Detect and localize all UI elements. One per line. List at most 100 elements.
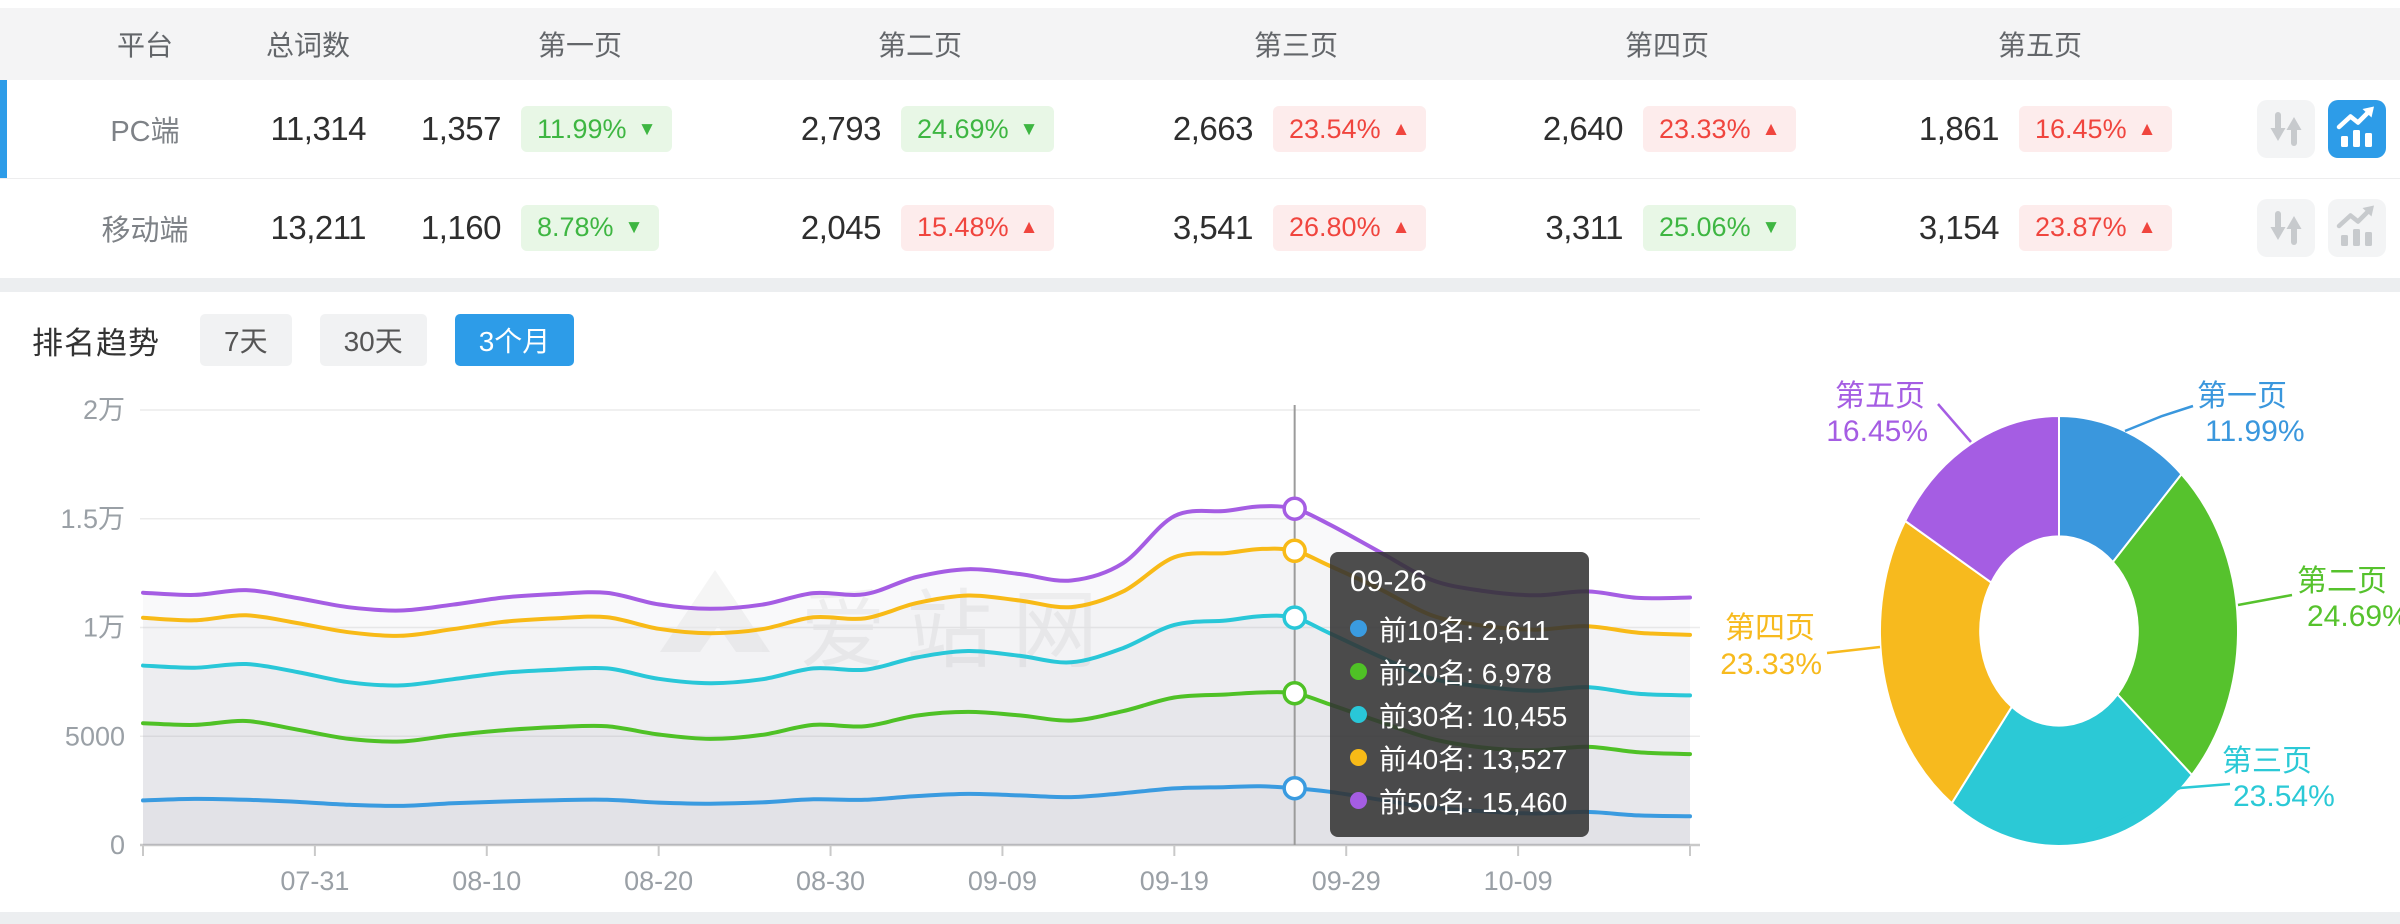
- table-body: PC端 11,314 1,357 11.99% ▼ 2,793 24.69% ▼ 2,663 23…: [0, 80, 2400, 276]
- total-words-value: 13,211: [270, 208, 367, 246]
- y-axis-label: 1.5万: [60, 504, 125, 534]
- page-count-value: 1,160: [420, 208, 502, 246]
- sort-button[interactable]: [2257, 100, 2315, 158]
- arrow-up-icon: ▲: [1391, 118, 1411, 140]
- x-axis-label: 08-10: [452, 866, 521, 896]
- section-title: 排名趋势: [32, 325, 160, 361]
- change-percent: 16.45%: [2035, 113, 2127, 144]
- donut-leader-line: [1937, 403, 1972, 443]
- trend-chart-icon: [2336, 205, 2374, 246]
- change-badge: 23.33% ▲: [1643, 106, 1797, 152]
- platform-label: PC端: [110, 116, 180, 148]
- table-header-row: 平台 总词数 第一页 第二页 第三页 第四页 第五页: [0, 8, 2400, 80]
- donut-percent: 23.54%: [2233, 780, 2335, 813]
- change-badge: 24.69% ▼: [901, 106, 1055, 152]
- x-axis-label: 08-30: [796, 866, 865, 896]
- donut-leader-line: [2124, 404, 2194, 433]
- donut-label: 第一页: [2197, 380, 2287, 413]
- x-axis-label: 07-31: [280, 866, 349, 896]
- sort-arrows-icon: [2270, 112, 2302, 146]
- donut-label: 第三页: [2222, 745, 2312, 778]
- rank-trend-section: 爱站网050001万1.5万2万07-3108-1008-2008-3009-0…: [0, 292, 2400, 912]
- series-area: [143, 506, 1690, 845]
- change-percent: 15.48%: [917, 212, 1009, 242]
- change-percent: 8.78%: [537, 212, 614, 242]
- donut-leader-line: [2075, 782, 2231, 842]
- arrow-up-icon: ▲: [2137, 118, 2157, 140]
- x-axis-label: 09-29: [1312, 866, 1381, 896]
- change-badge: 8.78% ▼: [521, 204, 660, 251]
- change-percent: 24.69%: [917, 113, 1009, 144]
- arrow-up-icon: ▲: [1391, 217, 1411, 238]
- arrow-down-icon: ▼: [1019, 118, 1039, 140]
- column-header: 第三页: [1253, 30, 1338, 61]
- sort-button[interactable]: [2257, 198, 2315, 257]
- change-percent: 23.87%: [2035, 212, 2127, 242]
- page-count-value: 3,154: [1918, 208, 2000, 246]
- arrow-up-icon: ▲: [1761, 118, 1781, 140]
- sort-arrows-icon: [2270, 210, 2302, 245]
- change-percent: 25.06%: [1659, 212, 1751, 242]
- tab-7天[interactable]: 7天: [200, 314, 292, 366]
- change-percent: 26.80%: [1289, 212, 1381, 242]
- column-header: 第二页: [877, 30, 962, 61]
- page-count-value: 3,541: [1172, 208, 1254, 246]
- change-percent: 11.99%: [537, 113, 627, 144]
- donut-slice-第三页[interactable]: [1950, 692, 2194, 847]
- change-percent: 23.54%: [1289, 113, 1381, 144]
- donut-percent: 11.99%: [2205, 415, 2305, 448]
- donut-slice-第四页[interactable]: [1879, 519, 2014, 805]
- donut-label: 第四页: [1725, 612, 1815, 645]
- page-count-value: 2,793: [800, 110, 882, 147]
- arrow-up-icon: ▲: [2137, 217, 2157, 238]
- x-axis-label: 08-20: [624, 866, 693, 896]
- x-axis-label: 09-09: [968, 866, 1037, 896]
- donut-slice-第二页[interactable]: [2111, 472, 2239, 777]
- time-range-tabs: 7天 30天 3个月: [200, 314, 575, 366]
- page-count-value: 3,311: [1545, 208, 1623, 246]
- arrow-down-icon: ▼: [1761, 217, 1781, 238]
- platform-label: 移动端: [101, 214, 189, 247]
- hover-marker: [1282, 680, 1307, 706]
- donut-label: 第五页: [1835, 380, 1925, 413]
- column-header: 总词数: [265, 30, 350, 61]
- y-axis-label: 0: [110, 830, 125, 860]
- donut-leader-line: [2237, 593, 2293, 607]
- donut-percent: 23.33%: [1720, 648, 1822, 681]
- donut-slice-第一页[interactable]: [2058, 414, 2183, 564]
- column-header: 第五页: [1997, 30, 2082, 61]
- change-badge: 16.45% ▲: [2019, 106, 2173, 152]
- chart-view-button[interactable]: [2328, 198, 2386, 257]
- tab-30天[interactable]: 30天: [319, 314, 427, 366]
- arrow-up-icon: ▲: [1019, 217, 1039, 238]
- total-words-value: 11,314: [270, 110, 367, 147]
- hover-marker: [1282, 496, 1307, 521]
- hover-marker: [1282, 538, 1307, 564]
- y-axis-label: 2万: [83, 395, 125, 425]
- chart-view-button[interactable]: [2328, 100, 2386, 158]
- page-count-value: 1,357: [420, 110, 502, 147]
- change-badge: 11.99% ▼: [521, 106, 673, 152]
- change-percent: 23.33%: [1659, 113, 1751, 144]
- donut-slice-第五页[interactable]: [1903, 414, 2060, 585]
- change-badge: 26.80% ▲: [1273, 204, 1427, 251]
- page-count-value: 2,640: [1542, 110, 1624, 147]
- change-badge: 15.48% ▲: [901, 204, 1055, 251]
- page-count-value: 1,861: [1918, 110, 2000, 147]
- table-row[interactable]: 移动端 13,211 1,160 8.78% ▼ 2,045 15.48% ▲ 3,541 26.…: [0, 178, 2400, 276]
- arrow-down-icon: ▼: [624, 217, 644, 238]
- donut-percent: 16.45%: [1826, 415, 1928, 448]
- y-axis-label: 5000: [65, 721, 125, 751]
- donut-label: 第二页: [2297, 565, 2387, 598]
- tab-3个月[interactable]: 3个月: [454, 314, 575, 366]
- y-axis-label: 1万: [83, 613, 125, 643]
- x-axis-label: 10-09: [1484, 866, 1553, 896]
- page-count-value: 2,663: [1172, 110, 1254, 147]
- page-count-value: 2,045: [800, 208, 882, 246]
- column-header: 平台: [116, 30, 173, 61]
- trend-and-donut-canvas: 爱站网050001万1.5万2万07-3108-1008-2008-3009-0…: [60, 395, 2293, 896]
- table-row[interactable]: PC端 11,314 1,357 11.99% ▼ 2,793 24.69% ▼ 2,663 23…: [0, 80, 2400, 178]
- x-axis-label: 09-19: [1140, 866, 1209, 896]
- change-badge: 23.87% ▲: [2019, 204, 2173, 251]
